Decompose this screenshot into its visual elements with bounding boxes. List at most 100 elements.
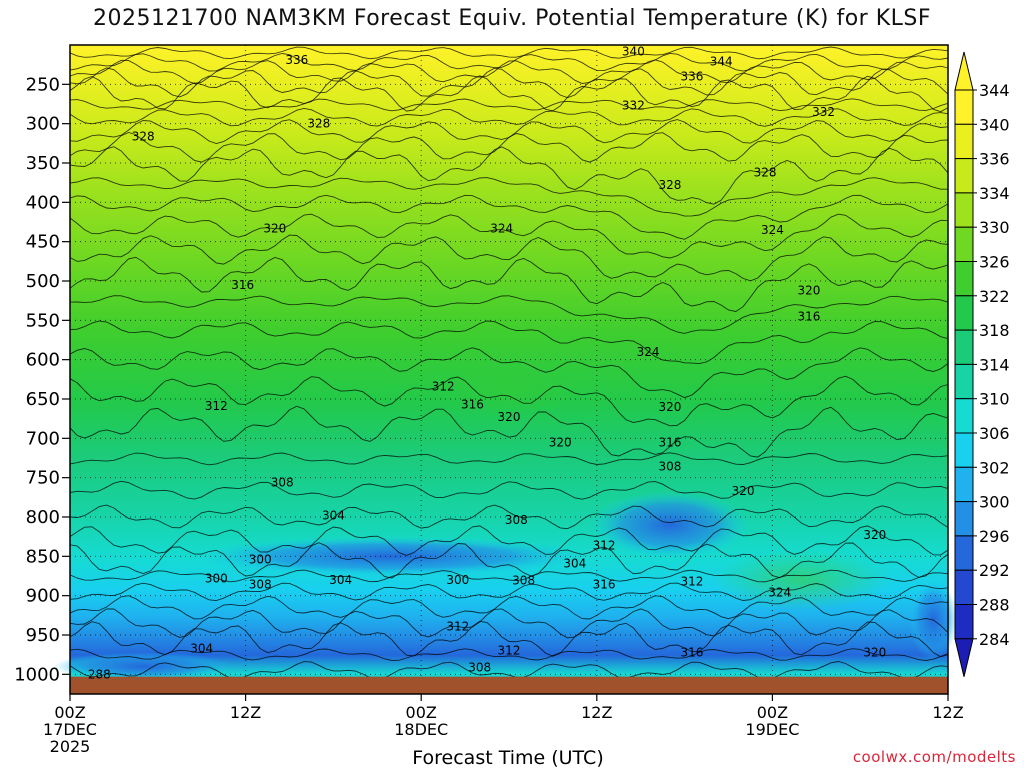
- contour-label: 312: [432, 379, 455, 393]
- contour-label: 308: [271, 475, 294, 489]
- contour-label: 320: [659, 400, 682, 414]
- colorbar-label: 302: [979, 458, 1010, 477]
- colorbar-label: 326: [979, 253, 1010, 272]
- contour-line: [69, 67, 949, 99]
- colorbar-label: 344: [979, 81, 1010, 100]
- contour-label: 316: [680, 645, 703, 659]
- contour-label: 312: [446, 619, 469, 633]
- contour-line: [69, 620, 949, 658]
- colorbar-label: 310: [979, 390, 1010, 409]
- contour-label: 324: [768, 586, 791, 600]
- colorbar-swatch: [954, 501, 974, 537]
- contour-label: 332: [622, 99, 645, 113]
- grid-lines: [70, 45, 948, 694]
- contour-label: 300: [249, 552, 272, 566]
- contour-label: 320: [549, 435, 572, 449]
- contour-label-group: 340 336 344 336 332 332 328 328 328 328 324 324 320 3…: [88, 44, 886, 681]
- y-tick-label: 500: [26, 271, 60, 292]
- colorbar-label: 336: [979, 150, 1010, 169]
- contour-line: [69, 480, 949, 500]
- y-tick-label: 900: [26, 586, 60, 607]
- x-axis-label: Forecast Time (UTC): [412, 747, 603, 768]
- contour-label: 336: [285, 53, 308, 67]
- y-tick-label: 750: [26, 468, 60, 489]
- contour-label: 300: [446, 573, 469, 587]
- contour-label: 312: [498, 644, 521, 658]
- x-tick-label: 12Z: [581, 703, 612, 722]
- colorbar-swatch: [954, 398, 974, 434]
- colorbar-label: 340: [979, 115, 1010, 134]
- contour-line: [69, 320, 949, 365]
- cool-pocket-right: [909, 579, 958, 660]
- colorbar-label: 322: [979, 287, 1010, 306]
- pressure-axis: 250 300 350 400 450 500 550 600 650 700 750 800 850 9…: [14, 74, 70, 685]
- contour-label: 320: [863, 528, 886, 542]
- contour-line: [69, 52, 949, 72]
- contour-line: [69, 107, 949, 127]
- contour-label: 320: [498, 410, 521, 424]
- x-tick-label: 00Z: [406, 703, 437, 722]
- contour-label: 308: [505, 513, 528, 527]
- contour-label: 344: [710, 55, 733, 69]
- contour-label: 332: [812, 105, 835, 119]
- plot-frame: [69, 44, 949, 695]
- x-tick-label: 00Z: [757, 703, 788, 722]
- contour-label: 308: [249, 578, 272, 592]
- contour-lines: [69, 46, 949, 680]
- colorbar-swatch: [954, 192, 974, 228]
- contour-label: 316: [798, 309, 821, 323]
- contour-line: [69, 213, 949, 259]
- x-tick-label: 12Z: [230, 703, 261, 722]
- terrain-ground-bar: [70, 676, 948, 694]
- moist-pocket: [711, 549, 892, 610]
- contour-label: 288: [88, 667, 111, 681]
- colorbar-label: 318: [979, 321, 1010, 340]
- contour-line: [69, 146, 949, 205]
- contour-label: 320: [863, 645, 886, 659]
- contour-label: 328: [132, 129, 155, 143]
- colorbar-label: 300: [979, 493, 1010, 512]
- contour-line: [69, 648, 949, 661]
- colorbar-swatch: [954, 261, 974, 297]
- colorbar-label: 292: [979, 561, 1010, 580]
- contour-line: [69, 59, 949, 85]
- contour-label: 300: [205, 571, 228, 585]
- contour-label: 312: [593, 538, 616, 552]
- contour-line: [69, 661, 949, 680]
- y-tick-label: 250: [26, 74, 60, 95]
- colorbar-swatch: [954, 89, 974, 125]
- contour-label: 312: [205, 399, 228, 413]
- contour-label: 324: [637, 345, 660, 359]
- contour-label: 328: [754, 165, 777, 179]
- y-tick-label: 850: [26, 546, 60, 567]
- colorbar-label: 314: [979, 355, 1010, 374]
- y-tick-label: 950: [26, 625, 60, 646]
- colorbar-swatch: [954, 466, 974, 503]
- contour-line: [69, 595, 949, 620]
- x-tick-label: 19DEC: [745, 720, 799, 739]
- theta-e-field: [53, 45, 958, 694]
- y-tick-label: 300: [26, 114, 60, 135]
- contour-label: 308: [659, 460, 682, 474]
- colorbar-bottom-arrow: [954, 638, 974, 677]
- colorbar-swatch: [954, 329, 974, 365]
- colorbar-swatch: [954, 535, 974, 571]
- contour-line: [69, 452, 949, 466]
- contour-line: [69, 256, 949, 312]
- colorbar-swatch: [954, 295, 974, 331]
- colorbar-swatch: [954, 363, 974, 400]
- contour-line: [69, 194, 949, 240]
- colorbar-label: 330: [979, 218, 1010, 237]
- y-tick-label: 1000: [14, 664, 60, 685]
- colorbar-swatch: [954, 226, 974, 262]
- y-tick-label: 800: [26, 507, 60, 528]
- contour-label: 328: [659, 178, 682, 192]
- colorbar-label: 296: [979, 527, 1010, 546]
- contour-line: [69, 542, 949, 579]
- contour-line: [69, 569, 949, 583]
- colorbar-label: 288: [979, 596, 1010, 615]
- contour-label: 340: [622, 44, 645, 58]
- contour-label: 320: [798, 283, 821, 297]
